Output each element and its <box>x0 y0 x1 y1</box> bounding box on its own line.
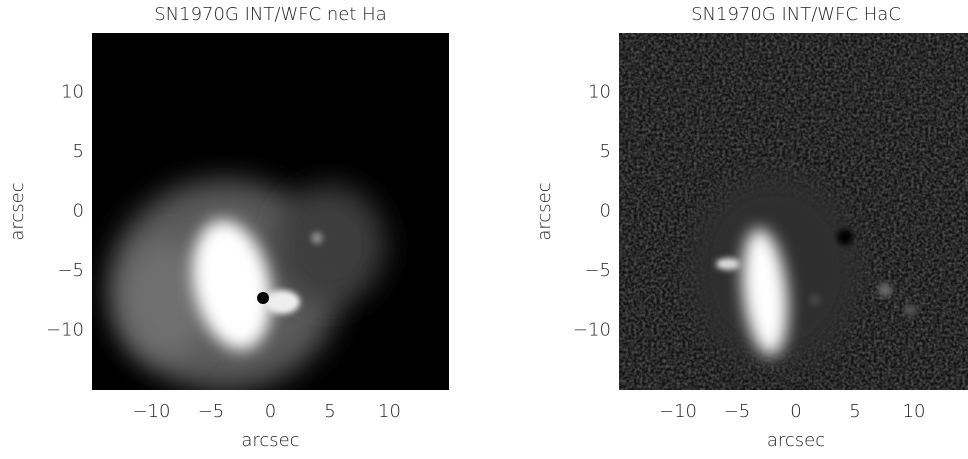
y-tick-label: 0 <box>600 201 611 222</box>
x-tick-label: −10 <box>659 401 697 422</box>
y-tick-label: −10 <box>573 320 611 341</box>
x-tick-label: 10 <box>378 401 401 422</box>
y-axis-label: arcsec <box>534 182 555 240</box>
x-tick-label: −10 <box>133 401 171 422</box>
x-tick-label: 0 <box>265 401 276 422</box>
net-ha-image <box>92 33 449 390</box>
x-axis-label: arcsec <box>767 430 825 451</box>
y-tick-label: −5 <box>57 260 84 281</box>
x-tick-label: −5 <box>198 401 225 422</box>
chart-title: SN1970G INT/WFC HaC <box>691 4 901 25</box>
y-tick-label: 5 <box>73 141 84 162</box>
y-tick-label: −10 <box>46 320 84 341</box>
x-tick-label: 5 <box>324 401 335 422</box>
hac-image <box>619 33 968 390</box>
x-tick-label: 5 <box>849 401 860 422</box>
y-tick-label: 10 <box>61 82 84 103</box>
y-axis-label: arcsec <box>7 182 28 240</box>
y-tick-label: 0 <box>73 201 84 222</box>
x-axis-label: arcsec <box>241 430 299 451</box>
y-tick-label: 5 <box>600 141 611 162</box>
y-tick-label: −5 <box>584 260 611 281</box>
x-tick-label: 10 <box>903 401 926 422</box>
x-tick-label: −5 <box>724 401 751 422</box>
y-tick-label: 10 <box>588 82 611 103</box>
x-tick-label: 0 <box>790 401 801 422</box>
chart-title: SN1970G INT/WFC net Ha <box>154 4 386 25</box>
